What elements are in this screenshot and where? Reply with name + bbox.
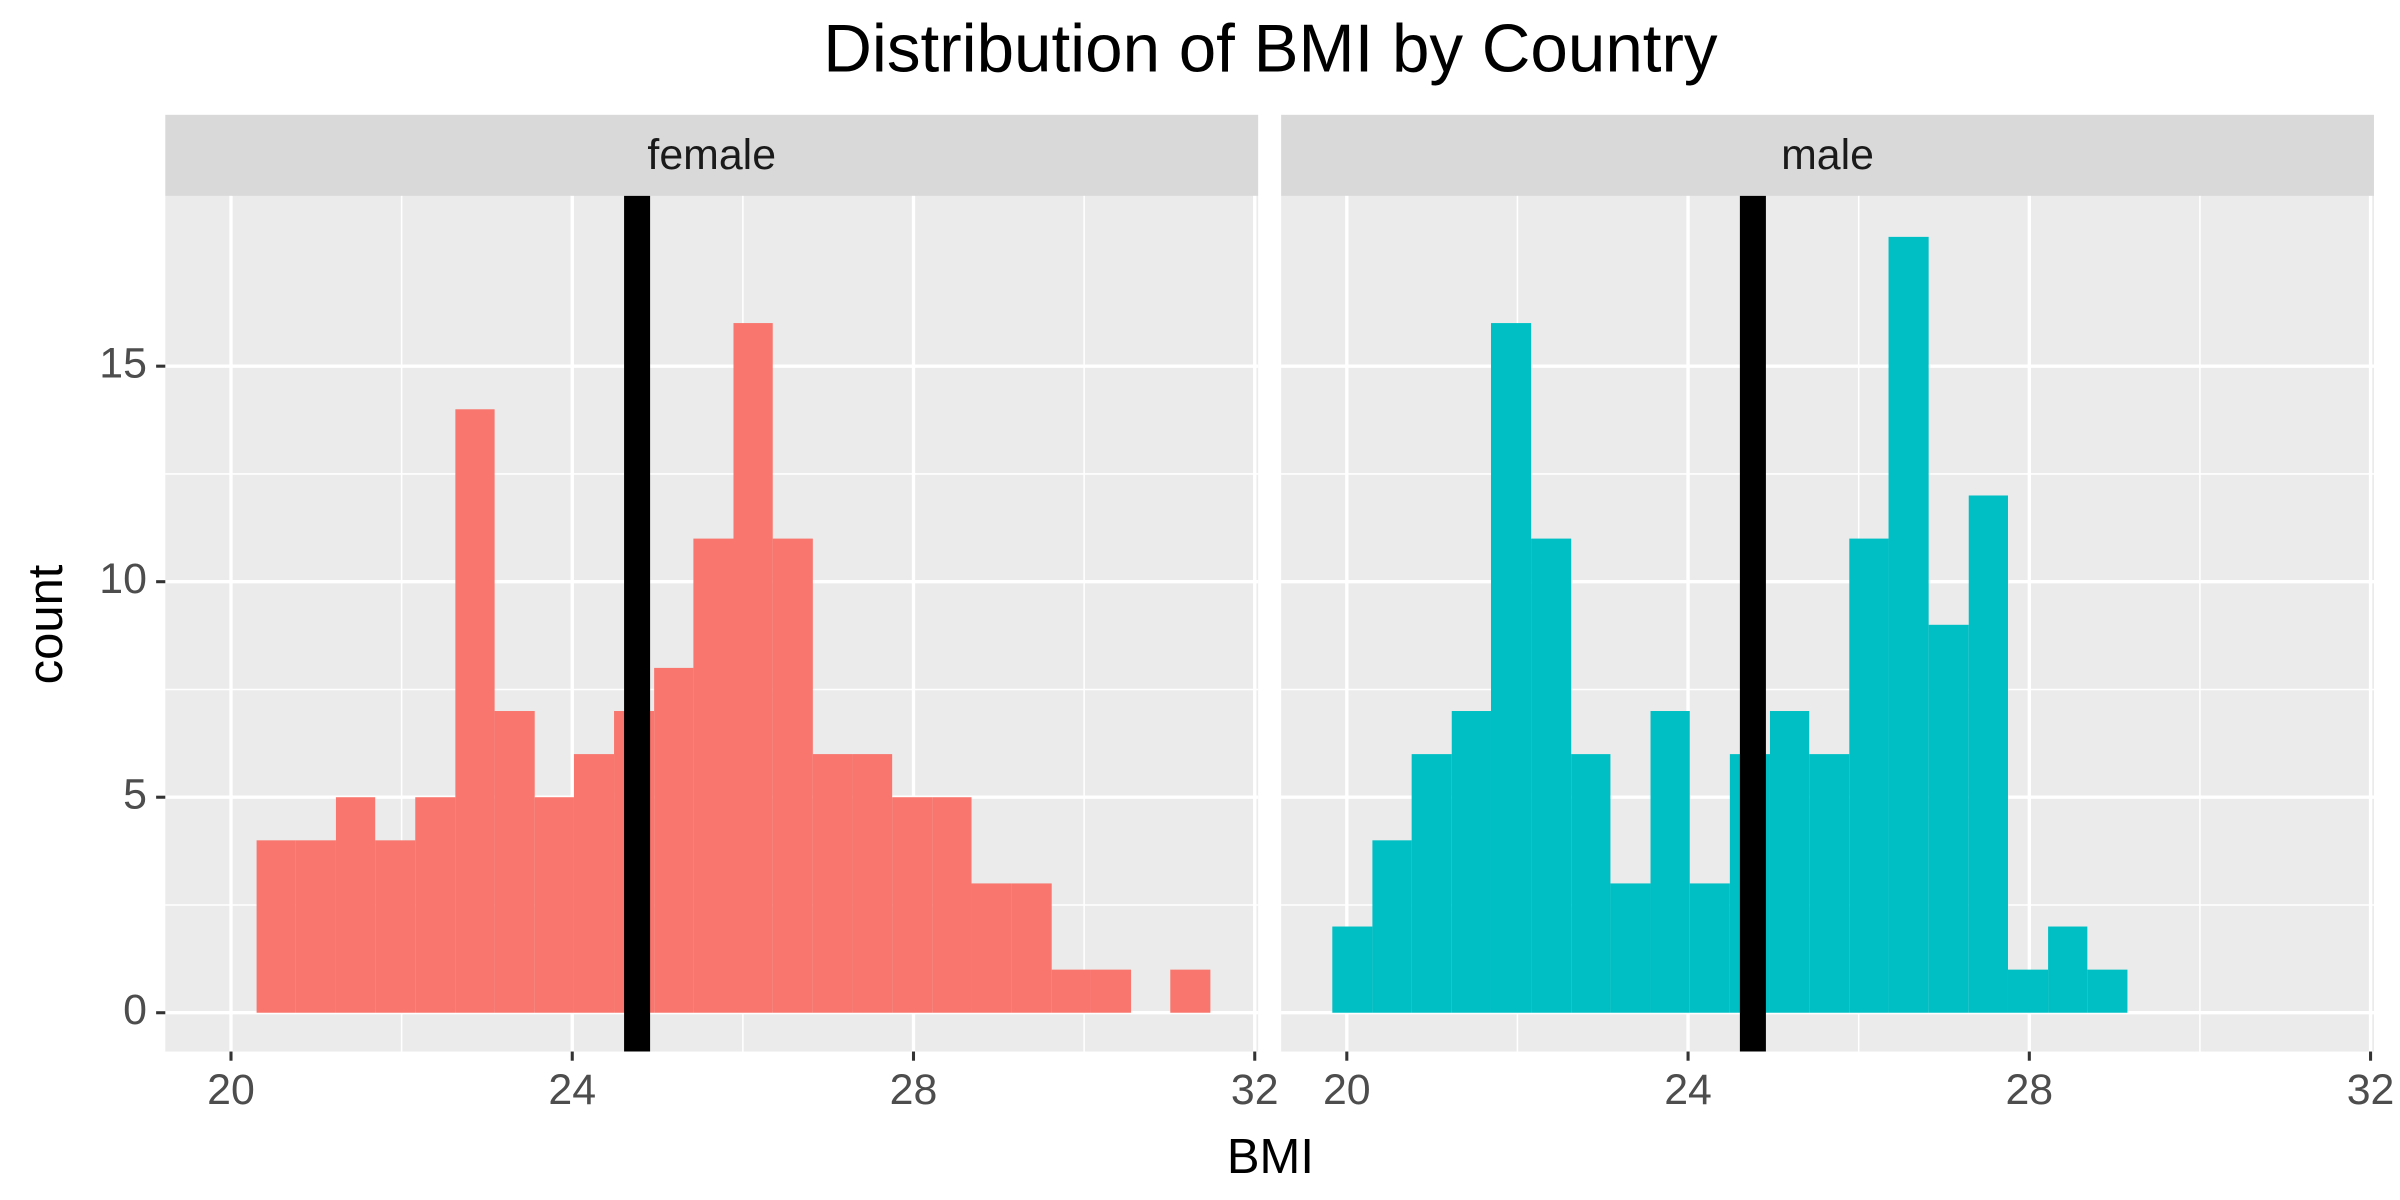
histogram-bar [2087, 969, 2128, 1013]
histogram-bar [2007, 969, 2049, 1013]
histogram-bar [1610, 883, 1651, 1013]
histogram-bar [772, 538, 813, 1013]
histogram-bar [812, 754, 853, 1013]
histogram-bar [1689, 883, 1730, 1013]
histogram-bar [494, 711, 535, 1013]
x-tick-label: 20 [1323, 1066, 1371, 1114]
histogram-bar [1490, 323, 1532, 1013]
y-axis-title: count [19, 564, 73, 684]
histogram-bar [733, 323, 773, 1013]
x-tick-label: 24 [1664, 1066, 1712, 1114]
histogram-bar [415, 797, 456, 1013]
histogram-bar [375, 840, 416, 1013]
histogram-bar [1531, 538, 1572, 1013]
facet-strip [165, 114, 1259, 196]
x-axis-title: BMI [1227, 1130, 1314, 1184]
chart-title: Distribution of BMI by Country [823, 11, 1718, 86]
histogram-bar [1170, 969, 1211, 1013]
histogram-bar [256, 840, 296, 1013]
y-tick-label: 0 [123, 986, 147, 1034]
x-tick-label: 24 [548, 1066, 596, 1114]
x-tick-label: 32 [1231, 1066, 1279, 1114]
histogram-bar [932, 797, 972, 1013]
histogram-bar [1650, 711, 1690, 1013]
x-tick-label: 28 [2005, 1066, 2053, 1114]
histogram-bar [1849, 538, 1889, 1013]
histogram-bar [1411, 754, 1452, 1013]
histogram-bar [892, 797, 933, 1013]
x-tick-label: 32 [2347, 1066, 2395, 1114]
histogram-bar [1011, 883, 1052, 1013]
y-tick-label: 5 [123, 771, 147, 819]
histogram-bar [335, 797, 376, 1013]
histogram-bar [1769, 711, 1810, 1013]
histogram-bar [852, 754, 893, 1013]
histogram-bar [1968, 495, 2008, 1013]
facet-strip [1281, 114, 2374, 196]
histogram-bar [2048, 926, 2088, 1013]
histogram-bar [971, 883, 1012, 1013]
facet-label: male [1781, 131, 1874, 179]
histogram-bar [455, 409, 495, 1013]
histogram-bar [1451, 711, 1491, 1013]
histogram-bar [654, 667, 694, 1013]
histogram-bar [1051, 969, 1091, 1013]
histogram-bar [1809, 754, 1850, 1013]
histogram-bar [1928, 624, 1969, 1013]
histogram-bar [1332, 926, 1373, 1013]
histogram-bar [1888, 236, 1929, 1013]
histogram-bar [573, 754, 615, 1013]
y-tick-label: 10 [99, 555, 147, 603]
histogram-bar [1372, 840, 1412, 1013]
histogram-bar [1571, 754, 1611, 1013]
histogram-bar [693, 538, 734, 1013]
facet-label: female [647, 131, 776, 179]
histogram-bar [534, 797, 574, 1013]
histogram-bar [1090, 969, 1132, 1013]
x-tick-label: 28 [890, 1066, 938, 1114]
x-tick-label: 20 [207, 1066, 255, 1114]
y-tick-label: 15 [99, 339, 147, 387]
histogram-bar [295, 840, 336, 1013]
